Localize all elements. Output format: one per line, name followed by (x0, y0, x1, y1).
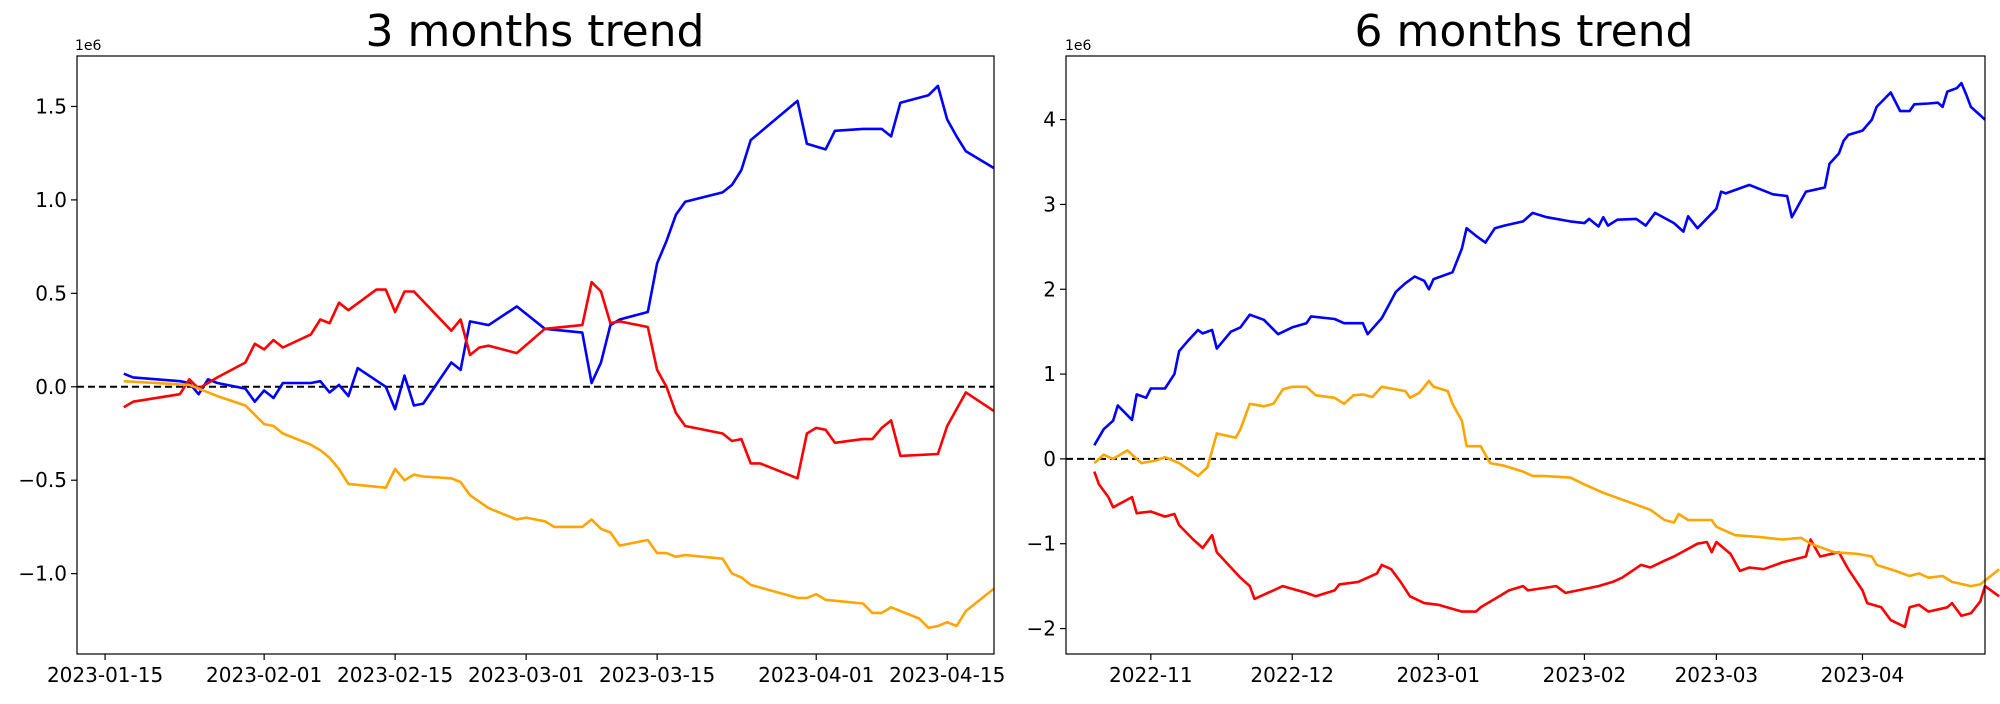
chart-title: 6 months trend (1355, 6, 1694, 57)
x-tick-label: 2023-02-01 (206, 663, 322, 687)
y-tick-label: 1.5 (35, 94, 67, 118)
x-tick-label: 2023-04-15 (889, 663, 1005, 687)
series-line-0 (1093, 81, 1986, 446)
y-tick-label: −0.5 (18, 468, 67, 492)
y-tick-label: 2 (1043, 277, 1056, 301)
y-tick-label: −2 (1027, 617, 1056, 641)
y-tick-label: 0.5 (35, 281, 67, 305)
series-line-1 (1093, 471, 2000, 629)
y-tick-label: −1 (1027, 532, 1056, 556)
y-tick-label: 1 (1043, 362, 1056, 386)
series-line-2 (1093, 379, 2000, 588)
x-tick-label: 2023-04 (1821, 663, 1905, 687)
x-tick-label: 2023-04-01 (758, 663, 874, 687)
x-tick-label: 2023-01 (1397, 663, 1481, 687)
x-tick-label: 2023-02-15 (337, 663, 453, 687)
x-tick-label: 2023-03 (1675, 663, 1759, 687)
x-tick-label: 2022-12 (1250, 663, 1334, 687)
x-tick-label: 2022-11 (1109, 663, 1193, 687)
series-line-0 (123, 84, 995, 411)
y-tick-label: 1.0 (35, 188, 67, 212)
y-tick-label: 0.0 (35, 375, 67, 399)
x-tick-label: 2023-03-01 (468, 663, 584, 687)
y-tick-label: 3 (1043, 192, 1056, 216)
y-offset-label: 1e6 (75, 38, 102, 54)
plot-frame (76, 55, 995, 655)
three-month-chart: 3 months trend 1e6 2023-01-15 2023-02-01 2… (18, 6, 1005, 687)
x-tick-label: 2023-01-15 (47, 663, 163, 687)
y-offset-label: 1e6 (1065, 38, 1092, 54)
y-tick-label: −1.0 (18, 562, 67, 586)
x-tick-label: 2023-02 (1543, 663, 1627, 687)
y-tick-label: 4 (1043, 108, 1056, 132)
x-tick-label: 2023-03-15 (599, 663, 715, 687)
series-line-2 (123, 379, 995, 630)
plot-frame (1065, 55, 1986, 655)
series-line-1 (123, 280, 995, 480)
six-month-chart: 6 months trend 1e6 2022-11 2022-12 2023-01… (1027, 6, 2000, 687)
chart-title: 3 months trend (366, 6, 705, 57)
y-tick-label: 0 (1043, 447, 1056, 471)
